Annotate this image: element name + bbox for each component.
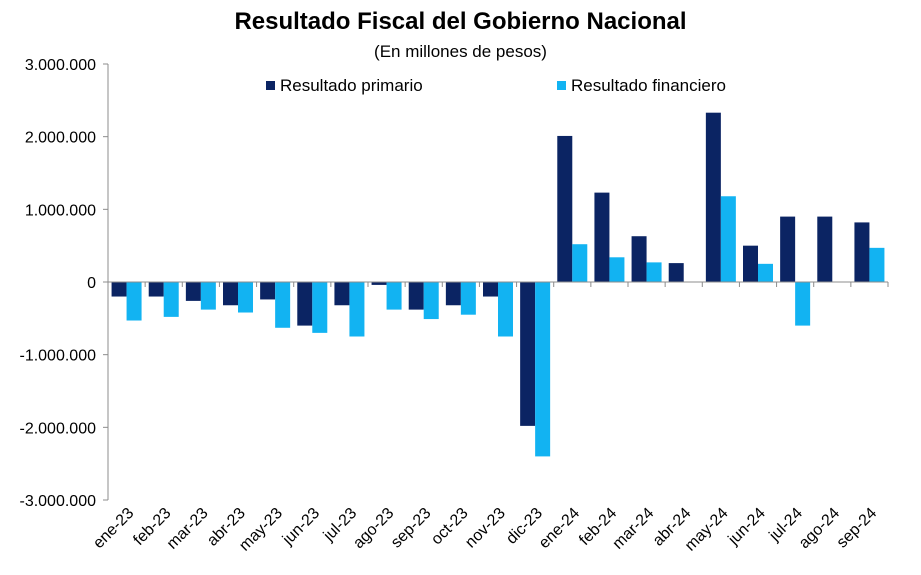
bar-resultado-financiero — [200, 282, 216, 310]
bar-resultado-primario — [520, 282, 536, 426]
bar-resultado-financiero — [349, 282, 365, 337]
legend-swatch — [557, 81, 566, 90]
bar-resultado-primario — [445, 282, 461, 306]
bar-resultado-financiero — [498, 282, 513, 337]
y-tick-label: 0 — [87, 275, 96, 292]
y-tick-label: 2.000.000 — [25, 130, 96, 147]
y-tick-label: -2.000.000 — [19, 420, 96, 437]
y-tick-label: -1.000.000 — [19, 348, 96, 365]
x-tick-label: sep-23 — [388, 505, 435, 552]
bar-resultado-primario — [817, 216, 833, 282]
y-tick-label: -3.000.000 — [19, 493, 96, 510]
bar-resultado-financiero — [535, 282, 551, 457]
bar-resultado-financiero — [423, 282, 439, 320]
bar-resultado-primario — [557, 135, 573, 282]
bar-resultado-primario — [780, 216, 796, 282]
x-tick-label: jun-24 — [725, 505, 769, 549]
chart-subtitle: (En millones de pesos) — [374, 42, 547, 61]
x-tick-label: ene-24 — [536, 505, 583, 552]
x-tick-label: mar-23 — [164, 505, 212, 553]
y-tick-label: 1.000.000 — [25, 202, 96, 219]
bar-resultado-financiero — [163, 282, 179, 317]
bar-resultado-financiero — [646, 262, 662, 282]
bar-resultado-primario — [260, 282, 276, 300]
bar-resultado-financiero — [869, 247, 885, 282]
bar-resultado-primario — [185, 282, 201, 301]
bar-resultado-primario — [408, 282, 424, 310]
bar-resultado-financiero — [312, 282, 328, 333]
bar-resultado-primario — [631, 236, 647, 282]
x-tick-label: nov-23 — [462, 505, 509, 552]
bar-resultado-primario — [483, 282, 498, 297]
bar-resultado-financiero — [795, 282, 811, 326]
legend-label: Resultado financiero — [571, 76, 726, 95]
bar-resultado-primario — [668, 263, 684, 282]
bar-resultado-primario — [594, 192, 610, 282]
bar-resultado-financiero — [275, 282, 291, 328]
bar-resultado-primario — [854, 222, 870, 282]
bar-resultado-financiero — [460, 282, 476, 315]
x-tick-label: jun-23 — [279, 505, 323, 549]
bar-resultado-financiero — [609, 257, 625, 282]
legend-swatch — [266, 81, 275, 90]
bar-resultado-financiero — [720, 196, 736, 282]
legend-label: Resultado primario — [280, 76, 423, 95]
bar-resultado-primario — [297, 282, 313, 326]
bar-resultado-financiero — [238, 282, 253, 313]
x-tick-label: ene-23 — [90, 505, 137, 552]
bar-resultado-financiero — [758, 263, 773, 282]
bar-resultado-primario — [223, 282, 238, 306]
x-tick-label: ago-24 — [796, 505, 843, 552]
bar-resultado-primario — [111, 282, 127, 297]
bar-resultado-primario — [743, 245, 758, 282]
bar-resultado-primario — [371, 282, 387, 285]
bar-resultado-financiero — [572, 244, 588, 282]
y-tick-label: 3.000.000 — [25, 57, 96, 74]
bar-resultado-primario — [334, 282, 350, 306]
x-tick-label: sep-24 — [834, 505, 881, 552]
bar-resultado-primario — [148, 282, 164, 297]
bar-resultado-financiero — [386, 282, 402, 310]
chart-title: Resultado Fiscal del Gobierno Nacional — [234, 8, 687, 35]
bar-resultado-primario — [705, 112, 721, 282]
x-tick-label: ago-23 — [350, 505, 397, 552]
bar-resultado-financiero — [126, 282, 142, 321]
x-tick-label: mar-24 — [610, 505, 658, 553]
